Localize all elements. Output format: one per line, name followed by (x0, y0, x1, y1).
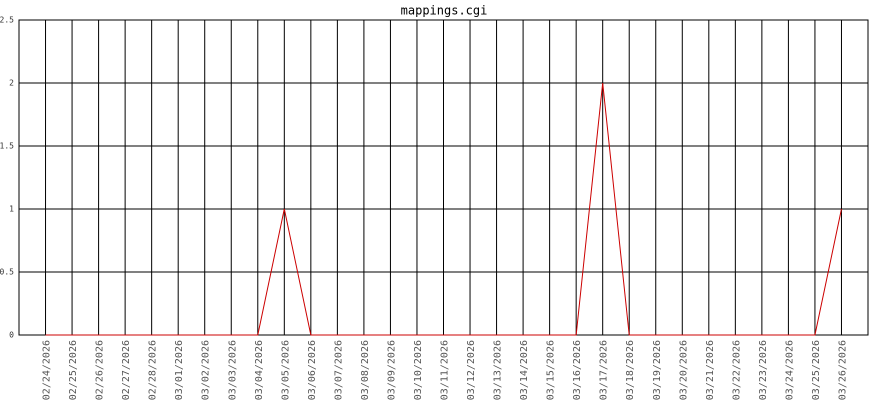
x-tick-label: 03/15/2026 (546, 340, 557, 400)
x-tick-label: 03/05/2026 (280, 340, 291, 400)
data-line (45, 82, 842, 336)
x-tick-label: 03/14/2026 (519, 340, 530, 400)
y-tick-label: 0.5 (0, 268, 14, 277)
chart-title: mappings.cgi (401, 4, 488, 18)
y-tick-label: 2.5 (0, 16, 14, 25)
x-tick-label: 03/04/2026 (254, 340, 265, 400)
x-tick-label: 03/07/2026 (333, 340, 344, 400)
x-tick-label: 03/02/2026 (201, 340, 212, 400)
x-tick-label: 03/11/2026 (440, 340, 451, 400)
x-tick-label: 02/28/2026 (148, 340, 159, 400)
y-tick-label: 1 (9, 205, 14, 214)
y-tick-label: 0 (9, 331, 14, 340)
x-tick-label: 03/01/2026 (174, 340, 185, 400)
x-tick-label: 03/09/2026 (386, 340, 397, 400)
x-tick-label: 03/03/2026 (227, 340, 238, 400)
x-tick-label: 03/24/2026 (784, 340, 795, 400)
x-tick-label: 03/25/2026 (811, 340, 822, 400)
x-tick-label: 03/20/2026 (678, 340, 689, 400)
x-tick-label: 03/17/2026 (599, 340, 610, 400)
x-tick-label: 03/10/2026 (413, 340, 424, 400)
x-tick-label: 03/06/2026 (307, 340, 318, 400)
x-tick-label: 02/26/2026 (95, 340, 106, 400)
x-tick-label: 03/13/2026 (493, 340, 504, 400)
x-tick-label: 03/08/2026 (360, 340, 371, 400)
x-tick-label: 02/27/2026 (121, 340, 132, 400)
x-tick-label: 03/18/2026 (625, 340, 636, 400)
x-tick-label: 03/21/2026 (705, 340, 716, 400)
x-tick-label: 03/12/2026 (466, 340, 477, 400)
x-tick-label: 03/22/2026 (731, 340, 742, 400)
x-tick-label: 03/26/2026 (837, 340, 848, 400)
x-tick-label: 03/16/2026 (572, 340, 583, 400)
x-tick-label: 03/23/2026 (758, 340, 769, 400)
x-tick-label: 02/25/2026 (68, 340, 79, 400)
x-tick-label: 02/24/2026 (42, 340, 53, 400)
x-tick-label: 03/19/2026 (652, 340, 663, 400)
y-tick-label: 1.5 (0, 142, 14, 151)
y-tick-label: 2 (9, 79, 14, 88)
